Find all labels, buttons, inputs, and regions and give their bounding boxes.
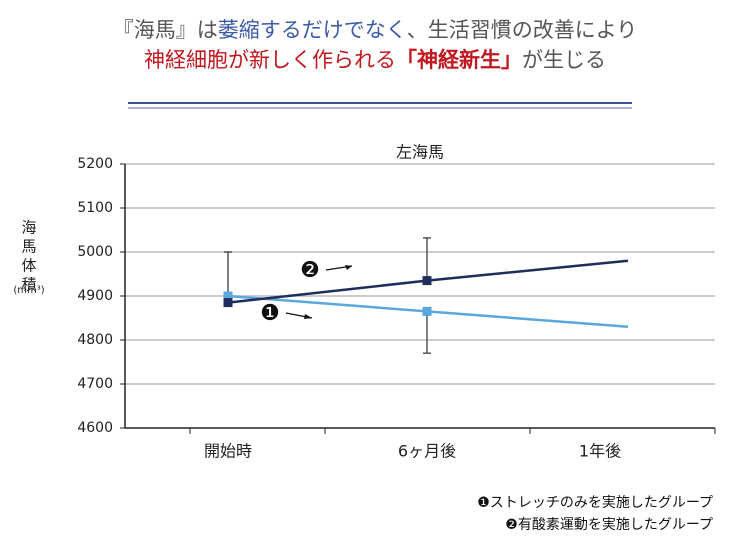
marker <box>422 276 432 286</box>
y-tick-label: 5000 <box>77 244 113 260</box>
headline-segment: が生じる <box>522 48 606 72</box>
y-axis-label: 体 <box>21 257 36 275</box>
y-axis-label: 積 <box>21 276 36 294</box>
headline-segment: 、生活習慣の改善により <box>406 18 638 42</box>
legend-entry: ❷有酸素運動を実施したグループ <box>505 517 713 533</box>
arrow-head <box>304 314 312 319</box>
y-tick-label: 4600 <box>77 420 113 436</box>
marker <box>223 291 233 301</box>
headline-segment: 『海馬』は <box>112 18 218 42</box>
series-annotation: ❷ <box>300 258 320 283</box>
headline-segment: 萎縮するだけでなく <box>217 18 407 42</box>
arrow-head <box>345 265 352 270</box>
headline-2: 神経細胞が新しく作られる「神経新生」が生じる <box>0 44 750 74</box>
y-tick-label: 5100 <box>77 200 113 216</box>
x-tick-label: 1年後 <box>579 442 621 461</box>
chart-title: 左海馬 <box>396 143 444 162</box>
marker <box>223 298 233 308</box>
legend-entry: ❶ストレッチのみを実施したグループ <box>477 495 713 511</box>
y-axis-label: 馬 <box>21 238 36 256</box>
y-unit: (mm³) <box>13 285 44 296</box>
error-bar <box>423 237 431 281</box>
y-tick-label: 4700 <box>77 376 113 392</box>
y-axis-label: 海 <box>21 219 36 237</box>
series-annotation: ❶ <box>260 301 280 326</box>
y-tick-label: 4900 <box>77 288 113 304</box>
error-bar <box>423 311 431 354</box>
y-tick-label: 5200 <box>77 156 113 172</box>
headline-segment: 神経細胞が新しく作られる <box>144 48 396 72</box>
marker <box>422 306 432 316</box>
headline-segment: 「神経新生」 <box>396 48 522 72</box>
headline-1: 『海馬』は萎縮するだけでなく、生活習慣の改善により <box>0 14 750 44</box>
y-tick-label: 4800 <box>77 332 113 348</box>
x-tick-label: 6ヶ月後 <box>398 442 456 461</box>
x-tick-label: 開始時 <box>204 442 252 461</box>
